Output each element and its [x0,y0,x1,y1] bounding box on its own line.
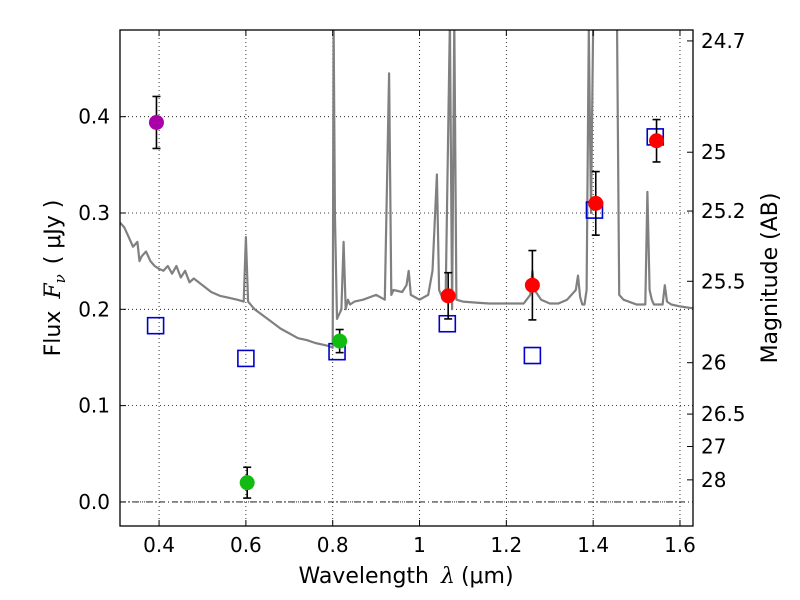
y2-tick-label: 25.5 [701,269,746,293]
x-tick-label: 1 [413,533,426,557]
x-tick-label: 1.4 [577,533,609,557]
plot-frame [119,29,694,527]
x-tick-label: 0.4 [143,533,175,557]
axes: 0.4 0.6 0.8 1 1.2 1.4 1.6 0.0 0.1 0.2 0.3 0.4 24.7 25… [78,29,745,557]
observed-flux-point [524,277,540,293]
y-tick-label: 0.0 [78,490,110,514]
y2-tick-label: 25 [701,140,726,164]
observed-flux-point [332,333,348,349]
y2-tick-label: 27 [701,434,726,458]
observed-flux-point [239,475,255,491]
observed-flux-point [440,288,456,304]
y2-tick-label: 25.2 [701,199,746,223]
observed-flux-point [148,114,164,130]
data-layer [120,30,693,503]
x-tick-label: 1.6 [664,533,696,557]
model-flux-square [523,346,542,365]
y2-tick-label: 26 [701,351,726,375]
y-tick-label: 0.4 [78,105,110,129]
y-tick-label: 0.3 [78,201,110,225]
y-axis-label: FluxFν( μJy ) [41,200,69,357]
model-flux-square [146,316,165,335]
y2-axis-label: Magnitude (AB) [758,193,783,364]
model-flux-square [237,349,255,368]
x-tick-label: 0.8 [317,533,349,557]
y2-tick-label: 26.5 [701,402,746,426]
model-spectrum-line [120,30,693,349]
x-tick-label: 0.6 [230,533,262,557]
y-tick-label: 0.1 [78,394,110,418]
y-tick-label: 0.2 [78,297,110,321]
observed-flux-point [649,133,665,149]
y2-tick-label: 24.7 [701,29,746,53]
x-tick-label: 1.2 [490,533,522,557]
model-flux-square [438,314,457,333]
observed-flux-point [588,195,604,211]
x-axis-label: Wavelength λ (μm) [298,564,513,589]
y2-tick-label: 28 [701,468,726,492]
